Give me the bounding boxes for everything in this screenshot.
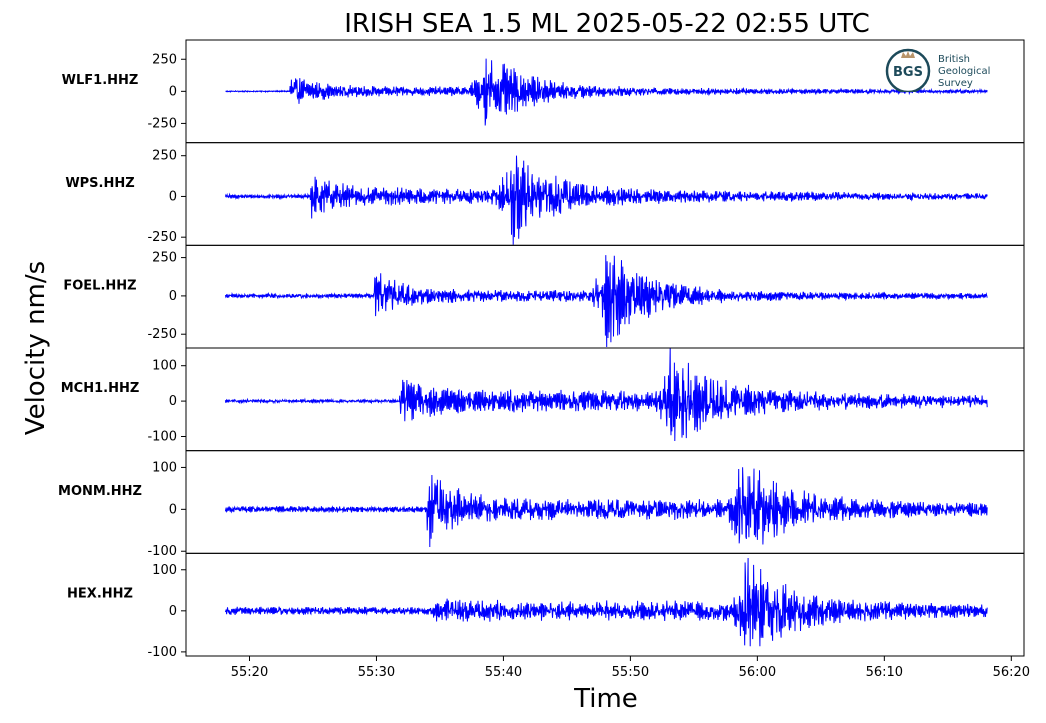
trace-panels: 250 0 -250 WLF1.HHZ 250 0 -250 WPS.HHZ 250 0 -250 F… [58,39,1025,660]
waveform-line [224,255,988,348]
logo-text-line1: British [938,54,970,65]
trace-panel: 250 0 -250 FOEL.HHZ [63,244,1025,349]
station-label: HEX.HHZ [67,586,133,601]
y-tick-label: -100 [147,430,177,445]
y-axis-label: Velocity nm/s [21,261,51,435]
x-tick-label: 55:20 [231,665,268,680]
logo-ring-icon [885,48,931,92]
x-tick-label: 55:40 [485,665,522,680]
station-label: WPS.HHZ [65,176,134,191]
y-tick-label: -100 [147,544,177,559]
trace-panel: 100 0 -100 HEX.HHZ [67,552,1025,660]
station-label: WLF1.HHZ [62,73,139,88]
waveform-line [224,467,988,548]
y-tick-label: 0 [169,604,177,619]
logo-text-line3: Survey [938,78,973,89]
y-tick-label: 0 [169,289,177,304]
logo-text-line2: Geological [938,66,990,77]
y-tick-label: -250 [147,327,177,342]
x-tick-label: 56:20 [993,665,1030,680]
y-tick-label: 0 [169,394,177,409]
y-tick-label: -100 [147,645,177,660]
x-axis: 55:20 55:30 55:40 55:50 56:00 56:10 56:20 [231,656,1030,680]
waveform-line [224,155,988,245]
waveform-line [224,557,988,647]
x-tick-label: 56:10 [866,665,903,680]
station-label: MONM.HHZ [58,484,142,499]
trace-panel: 100 0 -100 MCH1.HHZ [61,347,1025,452]
x-tick-label: 55:30 [358,665,395,680]
x-tick-label: 56:00 [739,665,776,680]
x-axis-label: Time [573,684,638,714]
trace-panel: 100 0 -100 MONM.HHZ [58,450,1025,559]
y-tick-label: 0 [169,502,177,517]
y-tick-label: 250 [152,149,177,164]
chart-title: IRISH SEA 1.5 ML 2025-05-22 02:55 UTC [344,9,870,39]
trace-panel: 250 0 -250 WPS.HHZ [65,142,1025,246]
waveform-line [225,58,988,126]
y-tick-label: 250 [152,52,177,67]
station-label: FOEL.HHZ [63,278,136,293]
bgs-logo: BGS British Geological Survey [885,48,990,92]
y-tick-label: 0 [169,189,177,204]
y-tick-label: 100 [152,359,177,374]
panel-frame [185,552,1025,657]
x-tick-label: 55:50 [612,665,649,680]
y-tick-label: 100 [152,460,177,475]
waveform-line [224,348,988,442]
y-tick-label: -250 [147,230,177,245]
station-label: MCH1.HHZ [61,381,140,396]
y-tick-label: 250 [152,251,177,266]
crown-icon [901,51,915,58]
y-tick-label: 100 [152,563,177,578]
y-tick-label: 0 [169,84,177,99]
y-tick-label: -250 [147,116,177,131]
logo-mark: BGS [893,65,923,80]
